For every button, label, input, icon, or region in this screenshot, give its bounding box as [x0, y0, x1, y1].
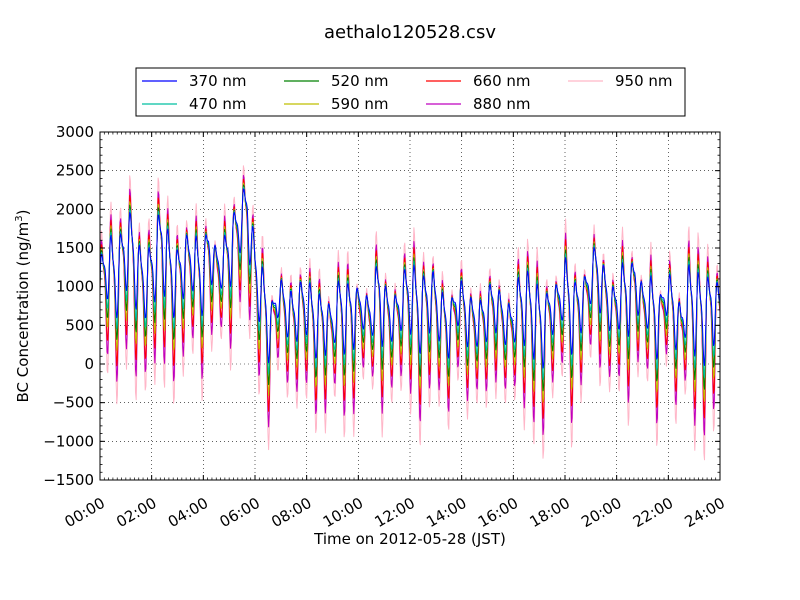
y-axis-label: BC Concentration (ng/m3) — [14, 210, 32, 403]
plot-area — [99, 131, 721, 481]
legend-label: 660 nm — [473, 72, 531, 90]
y-tick-label: −1000 — [43, 432, 94, 450]
plot-frame — [99, 131, 721, 481]
y-tick-label: 2500 — [56, 162, 94, 180]
legend-label: 520 nm — [331, 72, 389, 90]
y-tick-label: −1500 — [43, 471, 94, 489]
legend-label: 880 nm — [473, 95, 531, 113]
legend-label: 950 nm — [615, 72, 673, 90]
y-tick-label: 0 — [84, 355, 94, 373]
y-tick-label: 500 — [65, 316, 94, 334]
x-axis-label: Time on 2012-05-28 (JST) — [313, 530, 506, 548]
y-tick-label: 1000 — [56, 278, 94, 296]
legend-items: 370 nm 470 nm 520 nm 590 nm 660 nm 880 nm 950 … — [142, 72, 673, 113]
y-tick-label: 3000 — [56, 123, 94, 141]
series-line-370-nm — [100, 188, 720, 369]
legend-frame — [135, 67, 686, 117]
legend-label: 370 nm — [189, 72, 247, 90]
y-tick-label: 1500 — [56, 239, 94, 257]
y-axis-label-main: BC Concentration (ng/m — [14, 222, 32, 403]
y-axis-label-sup: 3 — [14, 215, 25, 221]
y-tick-label: 2000 — [56, 200, 94, 218]
legend: 370 nm 470 nm 520 nm 590 nm 660 nm 880 nm 950 … — [135, 67, 686, 117]
legend-label: 590 nm — [331, 95, 389, 113]
y-tick-labels: −1500 −1000 −500 0 500 1000 1500 2000 2500 3000 — [43, 123, 94, 489]
chart-title: aethalo120528.csv — [324, 22, 496, 43]
y-axis-label-end: ) — [14, 210, 32, 216]
y-tick-label: −500 — [53, 394, 94, 412]
legend-label: 470 nm — [189, 95, 247, 113]
series-layer — [100, 165, 720, 461]
